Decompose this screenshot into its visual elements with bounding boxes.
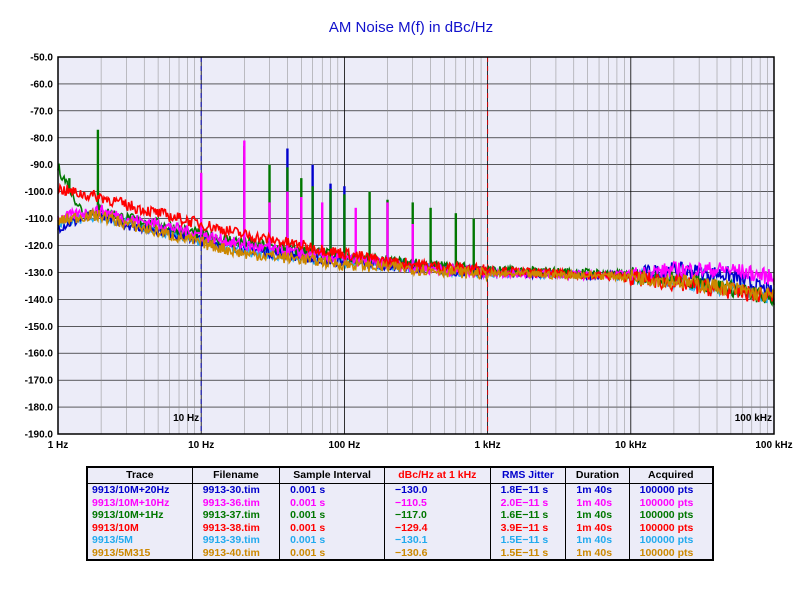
legend-cell: −130.6 xyxy=(384,546,491,560)
legend-cell: 3.9E−11 s xyxy=(489,521,567,534)
legend-row: 9913/10M+10Hz 9913-36.tim 0.001 s −110.5 2.0… xyxy=(86,496,714,509)
legend-cell: 9913/10M+1Hz xyxy=(86,509,193,522)
legend-cell: 9913/10M+20Hz xyxy=(86,483,193,497)
legend-table: Trace Filename Sample Interval dBc/Hz at 1 … xyxy=(86,466,714,561)
legend-header-cell: Duration xyxy=(565,467,630,484)
x-tick-label: 10 Hz xyxy=(188,440,214,451)
legend-cell: 1.5E−11 s xyxy=(489,546,567,560)
y-tick-label: -60.0 xyxy=(30,79,53,90)
legend-cell: 1m 40s xyxy=(565,534,630,547)
y-tick-label: -120.0 xyxy=(25,241,54,252)
x-tick-label: 10 kHz xyxy=(615,440,647,451)
legend-cell: 9913/5M xyxy=(86,534,193,547)
x-tick-label: 100 Hz xyxy=(329,440,361,451)
legend-cell: −110.5 xyxy=(384,496,491,509)
y-tick-labels: -50.0 -60.0 -70.0 -80.0 -90.0 -100.0 -110.0 -12… xyxy=(25,53,54,441)
legend-cell: 0.001 s xyxy=(279,483,386,497)
legend-header-cell: Filename xyxy=(191,467,281,484)
legend-cell: 100000 pts xyxy=(628,534,714,547)
legend-cell: 9913-38.tim xyxy=(191,521,281,534)
legend-cell: 1m 40s xyxy=(565,546,630,560)
legend-cell: 100000 pts xyxy=(628,496,714,509)
series-9913/5M315 xyxy=(57,208,775,303)
legend-cell: 0.001 s xyxy=(279,546,386,560)
y-tick-label: -130.0 xyxy=(25,268,54,279)
y-tick-label: -190.0 xyxy=(25,430,54,441)
legend-cell: 0.001 s xyxy=(279,534,386,547)
legend-cell: 1m 40s xyxy=(565,483,630,497)
legend-header-cell: Acquired xyxy=(628,467,714,484)
legend-cell: 100000 pts xyxy=(628,521,714,534)
legend-cell: 1.5E−11 s xyxy=(489,534,567,547)
y-tick-label: -160.0 xyxy=(25,349,54,360)
legend-cell: 100000 pts xyxy=(628,509,714,522)
marker-lines: 10 Hz 100 kHz xyxy=(173,57,775,434)
legend-row: 9913/5M 9913-39.tim 0.001 s −130.1 1.5E−11 s… xyxy=(86,534,714,547)
legend-cell: −130.0 xyxy=(384,483,491,497)
legend-cell: −130.1 xyxy=(384,534,491,547)
legend-cell: 1.6E−11 s xyxy=(489,509,567,522)
y-tick-label: -50.0 xyxy=(30,53,53,64)
legend-header-cell: dBc/Hz at 1 kHz xyxy=(384,467,491,484)
marker-label: 10 Hz xyxy=(173,413,199,424)
y-tick-label: -150.0 xyxy=(25,322,54,333)
am-noise-chart: AM Noise M(f) in dBc/Hz 10 Hz 100 kHz -50… xyxy=(25,19,793,451)
legend-cell: 100000 pts xyxy=(628,483,714,497)
x-tick-label: 1 kHz xyxy=(475,440,501,451)
legend-cell: 9913/5M315 xyxy=(86,546,193,560)
legend-cell: 0.001 s xyxy=(279,496,386,509)
legend-cell: 9913-40.tim xyxy=(191,546,281,560)
legend-header-row: Trace Filename Sample Interval dBc/Hz at 1 … xyxy=(86,467,714,484)
legend-cell: 9913-39.tim xyxy=(191,534,281,547)
y-tick-label: -110.0 xyxy=(25,214,53,225)
y-tick-label: -140.0 xyxy=(25,295,54,306)
y-tick-label: -180.0 xyxy=(25,403,54,414)
legend-cell: −129.4 xyxy=(384,521,491,534)
marker-label: 100 kHz xyxy=(735,413,772,424)
y-tick-label: -70.0 xyxy=(30,106,53,117)
legend-cell: 9913-36.tim xyxy=(191,496,281,509)
legend-cell: 9913/10M+10Hz xyxy=(86,496,193,509)
chart-title: AM Noise M(f) in dBc/Hz xyxy=(329,19,493,36)
y-tick-label: -80.0 xyxy=(30,133,53,144)
legend-header-cell: Trace xyxy=(86,467,193,484)
y-tick-label: -170.0 xyxy=(25,376,54,387)
x-tick-label: 1 Hz xyxy=(48,440,69,451)
legend-cell: 1m 40s xyxy=(565,521,630,534)
y-tick-label: -100.0 xyxy=(25,187,54,198)
x-tick-label: 100 kHz xyxy=(755,440,792,451)
legend-body: 9913/10M+20Hz 9913-30.tim 0.001 s −130.0 1.8… xyxy=(86,483,714,560)
legend-header-cell: Sample Interval xyxy=(279,467,386,484)
series-9913/10M+10Hz xyxy=(57,140,775,286)
legend-header-cell: RMS Jitter xyxy=(489,467,567,484)
legend-cell: 9913/10M xyxy=(86,521,193,534)
legend-row: 9913/10M+1Hz 9913-37.tim 0.001 s −117.0 1.6E… xyxy=(86,509,714,522)
legend-cell: 1m 40s xyxy=(565,509,630,522)
legend-cell: 2.0E−11 s xyxy=(489,496,567,509)
legend-cell: 9913-30.tim xyxy=(191,483,281,497)
legend-cell: −117.0 xyxy=(384,509,491,522)
legend-cell: 0.001 s xyxy=(279,521,386,534)
series-line xyxy=(57,208,775,303)
legend-cell: 100000 pts xyxy=(628,546,714,560)
plot-frame xyxy=(57,56,775,435)
y-tick-label: -90.0 xyxy=(30,160,53,171)
legend-cell: 0.001 s xyxy=(279,509,386,522)
legend-cell: 9913-37.tim xyxy=(191,509,281,522)
x-tick-labels: 1 Hz 10 Hz 100 Hz 1 kHz 10 kHz 100 kHz xyxy=(48,440,793,451)
legend-row: 9913/10M 9913-38.tim 0.001 s −129.4 3.9E−11 … xyxy=(86,521,714,534)
legend-cell: 1.8E−11 s xyxy=(489,483,567,497)
series-group xyxy=(57,129,775,307)
legend-row: 9913/5M315 9913-40.tim 0.001 s −130.6 1.5E−1… xyxy=(86,546,714,560)
legend-row: 9913/10M+20Hz 9913-30.tim 0.001 s −130.0 1.8… xyxy=(86,483,714,497)
legend-cell: 1m 40s xyxy=(565,496,630,509)
